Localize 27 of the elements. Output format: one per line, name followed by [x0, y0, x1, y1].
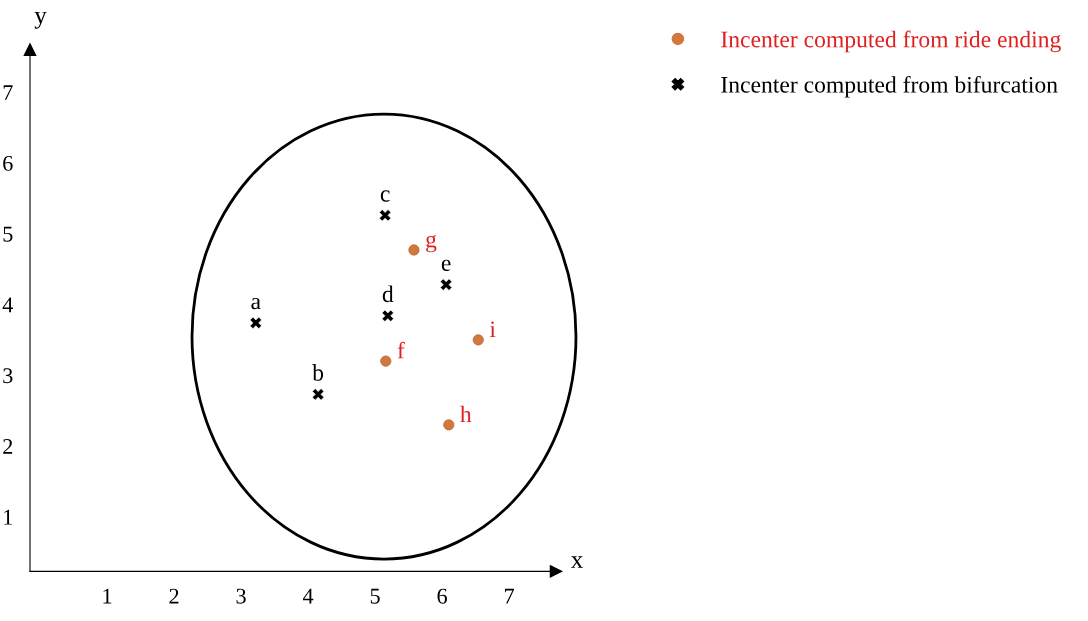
annotation: i [489, 321, 496, 338]
annotation: c [380, 190, 390, 202]
x-tick-label: 2 [169, 588, 179, 604]
x-tick-label: 1 [103, 588, 112, 604]
annotation: e [441, 259, 451, 272]
x-tick-label: 5 [370, 588, 380, 604]
x-tick-label: 6 [437, 588, 447, 604]
annotation: f [397, 341, 405, 359]
annotation: g [426, 235, 437, 253]
y-axis-title: y [34, 11, 47, 29]
y-tick-label: 2 [3, 439, 13, 454]
annotation: h [460, 405, 472, 423]
annotation: b [312, 364, 324, 381]
legend-label: Incenter computed from bifurcation [721, 75, 1058, 98]
y-tick-label: 5 [3, 226, 13, 242]
y-tick-label: 7 [3, 85, 13, 100]
legend-label: Incenter computed from ride ending [721, 30, 1061, 53]
x-tick-label: 3 [236, 588, 246, 604]
x-tick-label: 7 [505, 588, 515, 604]
y-tick-label: 4 [2, 297, 13, 313]
x-tick-label: 4 [302, 588, 314, 604]
y-tick-label: 3 [3, 368, 13, 384]
x-axis-title: x [571, 556, 583, 568]
y-tick-label: 1 [4, 509, 12, 525]
annotation: a [251, 297, 261, 310]
annotation: d [382, 285, 394, 303]
y-tick-label: 6 [3, 155, 13, 171]
